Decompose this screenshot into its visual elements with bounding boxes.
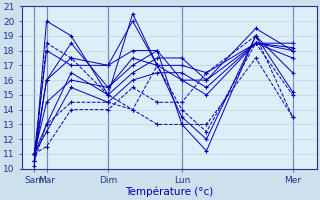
X-axis label: Température (°c): Température (°c) <box>125 187 214 197</box>
